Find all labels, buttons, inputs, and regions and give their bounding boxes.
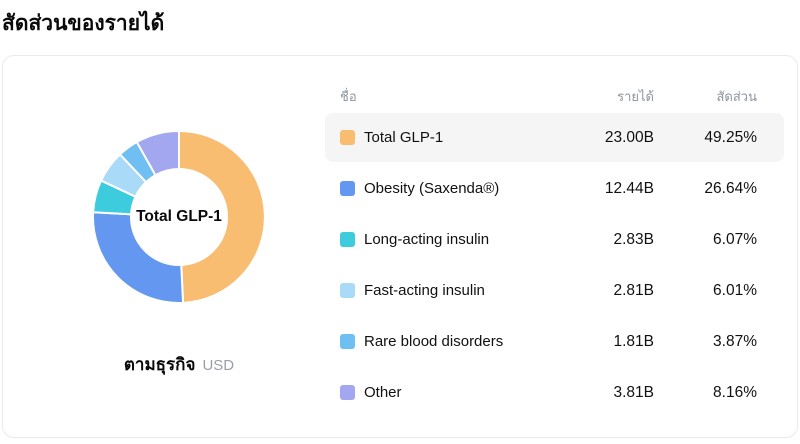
header-revenue: รายได้ [617, 88, 654, 104]
row-revenue: 12.44B [604, 179, 654, 197]
table-row[interactable]: Total GLP-1 23.00B 49.25% [325, 113, 784, 162]
row-revenue: 3.81B [613, 383, 654, 401]
table-row[interactable]: Rare blood disorders 1.81B 3.87% [325, 317, 784, 366]
chart-caption-unit: USD [202, 357, 235, 374]
revenue-card: Total GLP-1 ตามธุรกิจ USD ชื่อ รายได้ สั… [2, 55, 798, 438]
donut-chart-wrap: Total GLP-1 [91, 129, 267, 305]
row-name: Obesity (Saxenda®) [364, 180, 500, 197]
header-share: สัดส่วน [716, 88, 758, 104]
donut-slice-5[interactable] [135, 130, 180, 177]
row-revenue: 2.81B [613, 281, 654, 299]
row-revenue: 1.81B [613, 332, 654, 350]
legend-swatch [340, 385, 355, 400]
row-name: Other [364, 384, 402, 401]
row-share: 6.07% [713, 230, 757, 248]
legend-swatch [340, 181, 355, 196]
table-row[interactable]: Fast-acting insulin 2.81B 6.01% [325, 266, 784, 315]
header-name: ชื่อ [340, 88, 357, 104]
row-share: 26.64% [704, 179, 757, 197]
row-revenue: 2.83B [613, 230, 654, 248]
legend-swatch [340, 130, 355, 145]
row-share: 6.01% [713, 281, 757, 299]
row-share: 8.16% [713, 383, 757, 401]
legend-swatch [340, 232, 355, 247]
donut-center-label: Total GLP-1 [136, 207, 222, 225]
table-header-row: ชื่อ รายได้ สัดส่วน [325, 82, 784, 110]
page-title: สัดส่วนของรายได้ [2, 12, 165, 35]
row-name: Rare blood disorders [364, 333, 504, 350]
table-row[interactable]: Long-acting insulin 2.83B 6.07% [325, 215, 784, 264]
donut-slice-0[interactable] [178, 130, 266, 304]
row-name: Long-acting insulin [364, 231, 490, 248]
row-share: 3.87% [713, 332, 757, 350]
row-share: 49.25% [704, 128, 757, 146]
chart-caption: ตามธุรกิจ USD [124, 351, 234, 378]
donut-chart [92, 130, 266, 304]
table-row[interactable]: Obesity (Saxenda®) 12.44B 26.64% [325, 164, 784, 213]
breakdown-table: ชื่อ รายได้ สัดส่วน Total GLP-1 23.00B 4… [325, 56, 797, 437]
donut-slice-1[interactable] [92, 211, 185, 304]
legend-swatch [340, 283, 355, 298]
row-name: Total GLP-1 [364, 129, 444, 146]
legend-swatch [340, 334, 355, 349]
row-revenue: 23.00B [604, 128, 654, 146]
donut-chart-panel: Total GLP-1 ตามธุรกิจ USD [3, 56, 325, 437]
table-row[interactable]: Other 3.81B 8.16% [325, 368, 784, 417]
chart-caption-label: ตามธุรกิจ [123, 355, 196, 374]
row-name: Fast-acting insulin [364, 282, 485, 299]
